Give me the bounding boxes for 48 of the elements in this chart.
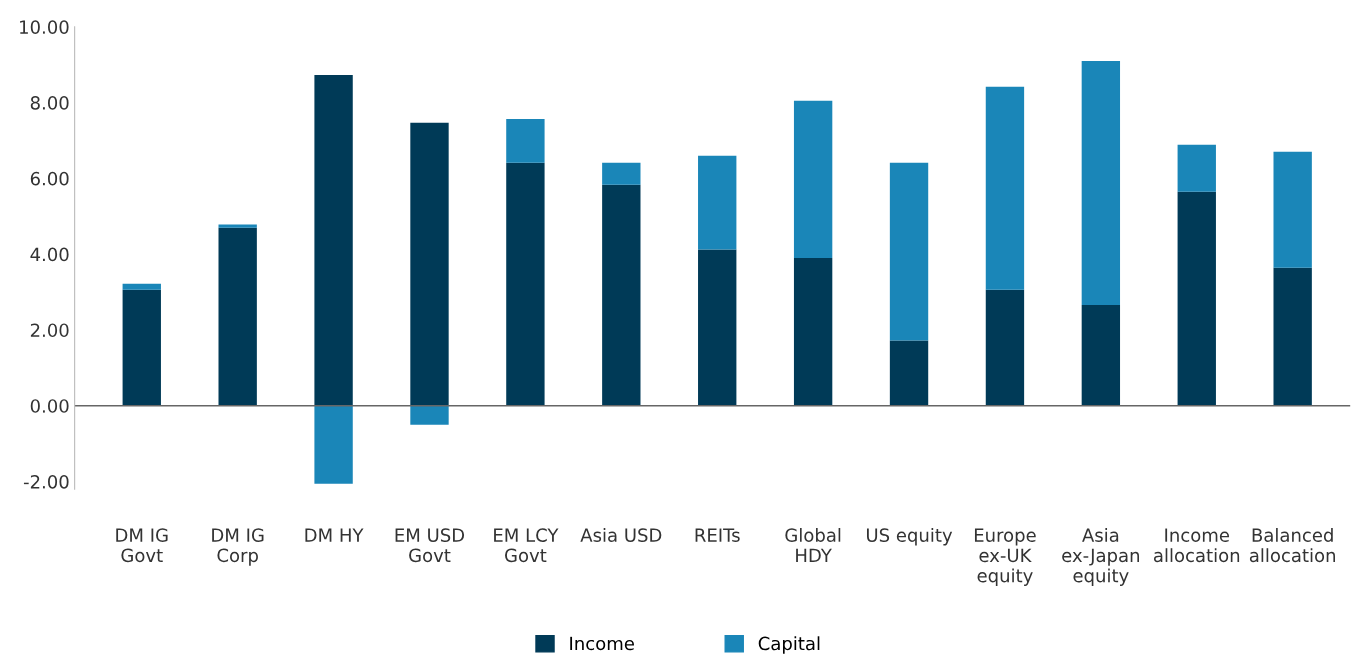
bar (1081, 304, 1121, 406)
bar (602, 162, 641, 185)
bar (1273, 151, 1312, 268)
bar (698, 249, 737, 406)
legend-label: Capital (758, 636, 820, 654)
y-tick-label: 6.00 (30, 171, 69, 186)
bar (218, 227, 257, 406)
y-tick-label: 10.00 (20, 20, 69, 34)
x-tick-label: DM HY (305, 528, 364, 542)
x-tick-label: EM LCY Govt (494, 528, 559, 563)
bar (506, 118, 545, 163)
x-tick-label: Asia ex-Japan equity (1062, 527, 1139, 586)
x-tick-label: Global HDY (785, 527, 841, 562)
bar (314, 405, 353, 484)
x-tick-label: EM USD Govt (395, 528, 465, 563)
bar (985, 86, 1025, 290)
x-tick-label: DM IG Govt (116, 528, 168, 563)
y-tick-label: 2.00 (30, 323, 69, 338)
bar (698, 155, 737, 250)
bar (1273, 267, 1312, 406)
bar (793, 100, 833, 258)
bar (314, 74, 353, 406)
bar (1177, 191, 1216, 406)
bar (1081, 60, 1121, 305)
bar (122, 289, 161, 406)
x-tick-label: Europe ex-UK equity (974, 528, 1036, 586)
bar (410, 405, 449, 425)
bar (793, 257, 833, 406)
bar (506, 162, 545, 406)
x-tick-label: REITs (695, 528, 740, 542)
bar (410, 122, 449, 406)
x-tick-label: Asia USD (580, 527, 662, 542)
bar (122, 283, 161, 290)
bar (985, 289, 1025, 406)
y-tick-label: 4.00 (30, 247, 69, 262)
bar (218, 224, 257, 228)
x-tick-label: Income allocation (1153, 528, 1240, 563)
bar (602, 184, 641, 406)
y-tick-label: 0.00 (30, 399, 69, 413)
bar (1177, 144, 1216, 192)
bar (889, 340, 929, 406)
legend-label: Income (570, 636, 634, 651)
y-tick-label: 8.00 (30, 96, 69, 110)
y-tick-label: -2.00 (23, 474, 69, 489)
x-tick-label: Balanced allocation (1249, 527, 1335, 563)
bar (889, 162, 929, 341)
x-tick-label: US equity (867, 527, 953, 546)
x-tick-label: DM IG Corp (212, 528, 264, 566)
